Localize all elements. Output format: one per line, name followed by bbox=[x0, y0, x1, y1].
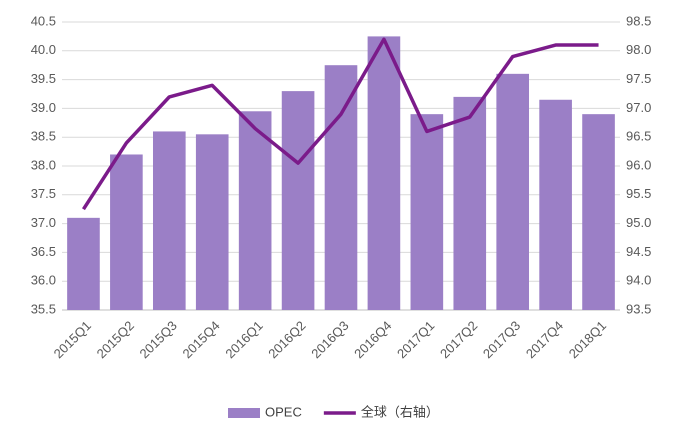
bar bbox=[110, 154, 143, 310]
bar bbox=[67, 217, 100, 310]
legend-label: OPEC bbox=[265, 404, 302, 419]
y-tick-label: 39.5 bbox=[31, 71, 56, 86]
x-tick-label: 2017Q2 bbox=[437, 318, 480, 361]
bar bbox=[410, 114, 444, 310]
y-tick-label: 35.5 bbox=[31, 301, 56, 316]
y-tick-label: 36.0 bbox=[31, 273, 56, 288]
y-tick-label: 40.5 bbox=[31, 13, 56, 28]
x-tick-label: 2016Q1 bbox=[222, 318, 265, 361]
y2-tick-label: 97.0 bbox=[626, 100, 651, 115]
x-tick-label: 2017Q3 bbox=[480, 318, 523, 361]
y2-tick-label: 98.5 bbox=[626, 13, 651, 28]
x-tick-label: 2016Q2 bbox=[265, 318, 308, 361]
bar bbox=[539, 99, 572, 310]
legend-swatch bbox=[228, 408, 260, 418]
y2-tick-label: 93.5 bbox=[626, 301, 651, 316]
x-tick-label: 2016Q4 bbox=[351, 318, 394, 361]
x-tick-label: 2015Q4 bbox=[179, 318, 222, 361]
x-tick-label: 2017Q4 bbox=[523, 318, 566, 361]
bar bbox=[324, 65, 358, 310]
bar bbox=[195, 134, 229, 310]
x-tick-label: 2017Q1 bbox=[394, 318, 437, 361]
bar bbox=[496, 73, 530, 310]
y2-tick-label: 94.0 bbox=[626, 273, 651, 288]
bar bbox=[367, 36, 401, 311]
bar bbox=[238, 111, 272, 310]
x-tick-label: 2015Q3 bbox=[137, 318, 180, 361]
y-tick-label: 37.5 bbox=[31, 186, 56, 201]
y2-tick-label: 96.0 bbox=[626, 157, 651, 172]
y2-tick-label: 96.5 bbox=[626, 129, 651, 144]
y2-tick-label: 95.0 bbox=[626, 215, 651, 230]
bar bbox=[152, 131, 186, 310]
y-tick-label: 37.0 bbox=[31, 215, 56, 230]
y2-tick-label: 98.0 bbox=[626, 42, 651, 57]
y2-tick-label: 97.5 bbox=[626, 71, 651, 86]
line bbox=[81, 37, 599, 211]
x-tick-label: 2018Q1 bbox=[566, 318, 609, 361]
y-tick-label: 36.5 bbox=[31, 244, 56, 259]
y2-tick-label: 95.5 bbox=[626, 186, 651, 201]
bar bbox=[453, 96, 487, 310]
y-tick-label: 38.5 bbox=[31, 129, 56, 144]
y2-tick-label: 94.5 bbox=[626, 244, 651, 259]
x-tick-label: 2015Q2 bbox=[94, 318, 137, 361]
legend-label: 全球（右轴） bbox=[361, 404, 439, 419]
bar bbox=[582, 114, 615, 310]
x-tick-label: 2015Q1 bbox=[51, 318, 94, 361]
bar bbox=[281, 91, 315, 311]
y-tick-label: 38.0 bbox=[31, 157, 56, 172]
y-tick-label: 40.0 bbox=[31, 42, 56, 57]
x-tick-label: 2016Q3 bbox=[308, 318, 351, 361]
y-tick-label: 39.0 bbox=[31, 100, 56, 115]
